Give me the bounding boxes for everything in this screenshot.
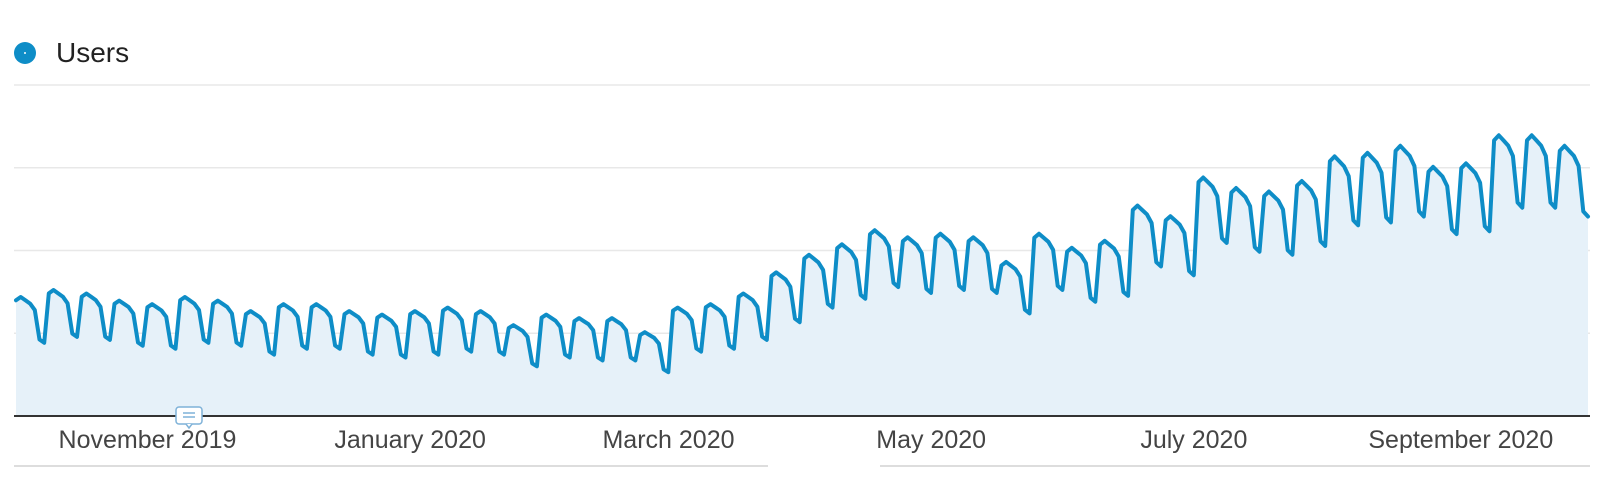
x-tick-label: September 2020: [1368, 426, 1553, 454]
x-tick-label: November 2019: [59, 426, 237, 454]
x-tick-label: July 2020: [1140, 426, 1247, 454]
legend[interactable]: Users: [14, 36, 129, 70]
x-tick-label: March 2020: [602, 426, 734, 454]
x-axis-tick-labels: November 2019 January 2020 March 2020 May 2…: [59, 426, 1554, 454]
annotation-marker[interactable]: [175, 406, 203, 430]
users-series-line[interactable]: [14, 133, 1590, 375]
users-area-fill: [16, 135, 1588, 417]
x-tick-label: January 2020: [334, 426, 486, 454]
legend-dot-icon: [14, 42, 36, 64]
annotation-icon-tail: [185, 423, 193, 430]
legend-label: Users: [56, 37, 130, 68]
x-tick-label: May 2020: [876, 426, 986, 454]
annotation-icon-lines: [183, 412, 195, 418]
annotation-icon: [175, 406, 203, 425]
